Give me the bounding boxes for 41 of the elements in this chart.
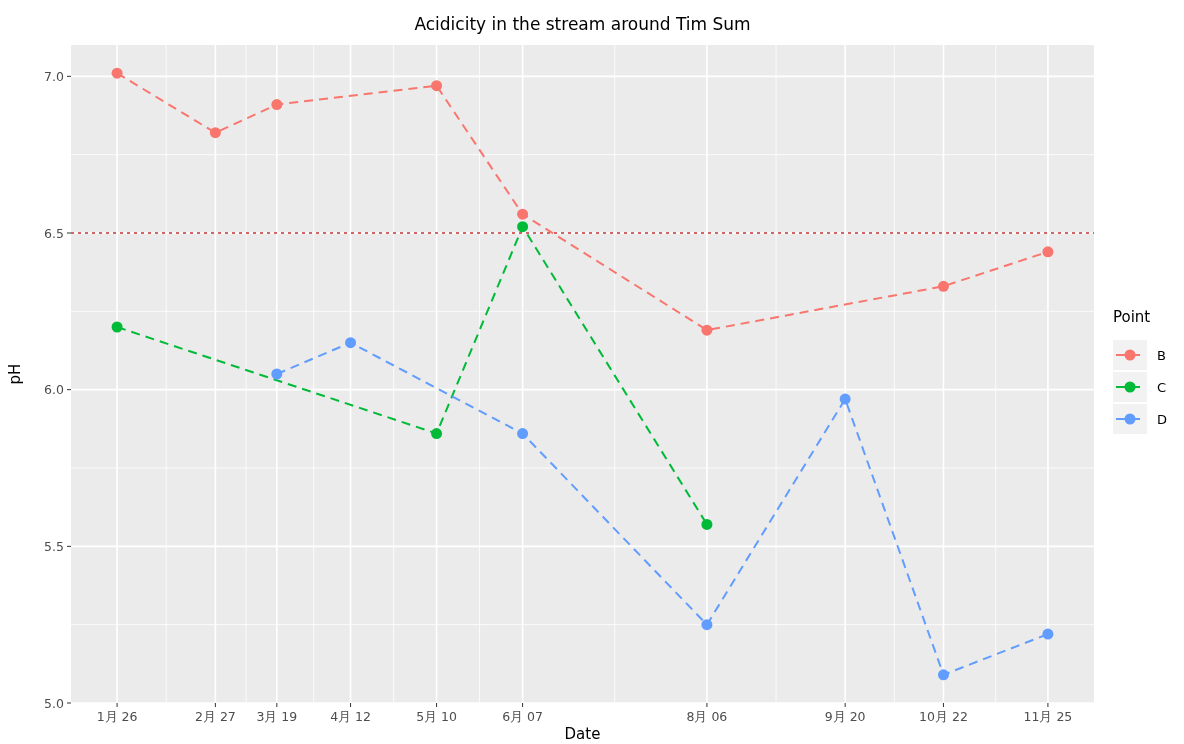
point bbox=[111, 321, 123, 333]
point bbox=[1042, 246, 1054, 258]
x-tick-label: 6月 07 bbox=[502, 709, 544, 724]
point bbox=[937, 280, 949, 292]
point bbox=[517, 221, 529, 233]
x-tick-label: 1月 26 bbox=[96, 709, 138, 724]
legend-label: D bbox=[1157, 412, 1168, 427]
point bbox=[517, 428, 529, 440]
y-axis-title: pH bbox=[6, 363, 24, 385]
point bbox=[345, 337, 357, 349]
y-tick-label: 5.5 bbox=[44, 538, 64, 554]
point bbox=[839, 393, 851, 405]
y-tick-label: 7.0 bbox=[44, 68, 65, 84]
point bbox=[517, 208, 529, 220]
x-axis-title: Date bbox=[564, 725, 601, 743]
point bbox=[701, 324, 713, 336]
x-tick-label: 2月 27 bbox=[194, 709, 236, 724]
point bbox=[937, 669, 949, 681]
x-tick-label: 10月 22 bbox=[919, 709, 968, 724]
legend-title: Point bbox=[1113, 308, 1151, 326]
y-tick-label: 5.0 bbox=[44, 695, 65, 711]
x-tick-label: 5月 10 bbox=[416, 709, 458, 724]
y-tick-label: 6.0 bbox=[44, 382, 65, 398]
legend-label: C bbox=[1157, 380, 1167, 395]
point bbox=[1042, 628, 1054, 640]
chart-title: Acidicity in the stream around Tim Sum bbox=[414, 14, 751, 34]
point bbox=[701, 619, 713, 631]
x-tick-label: 8月 06 bbox=[686, 709, 728, 724]
x-tick-label: 9月 20 bbox=[824, 709, 866, 724]
point bbox=[431, 80, 443, 92]
point bbox=[431, 428, 443, 440]
point bbox=[271, 99, 283, 111]
legend-label: B bbox=[1157, 348, 1166, 363]
x-tick-label: 11月 25 bbox=[1023, 709, 1073, 724]
point bbox=[701, 518, 713, 530]
point bbox=[209, 127, 221, 139]
point bbox=[111, 67, 123, 79]
y-tick-label: 6.5 bbox=[44, 225, 64, 241]
x-tick-label: 3月 19 bbox=[256, 709, 298, 724]
point bbox=[271, 368, 283, 380]
x-tick-label: 4月 12 bbox=[330, 709, 371, 724]
